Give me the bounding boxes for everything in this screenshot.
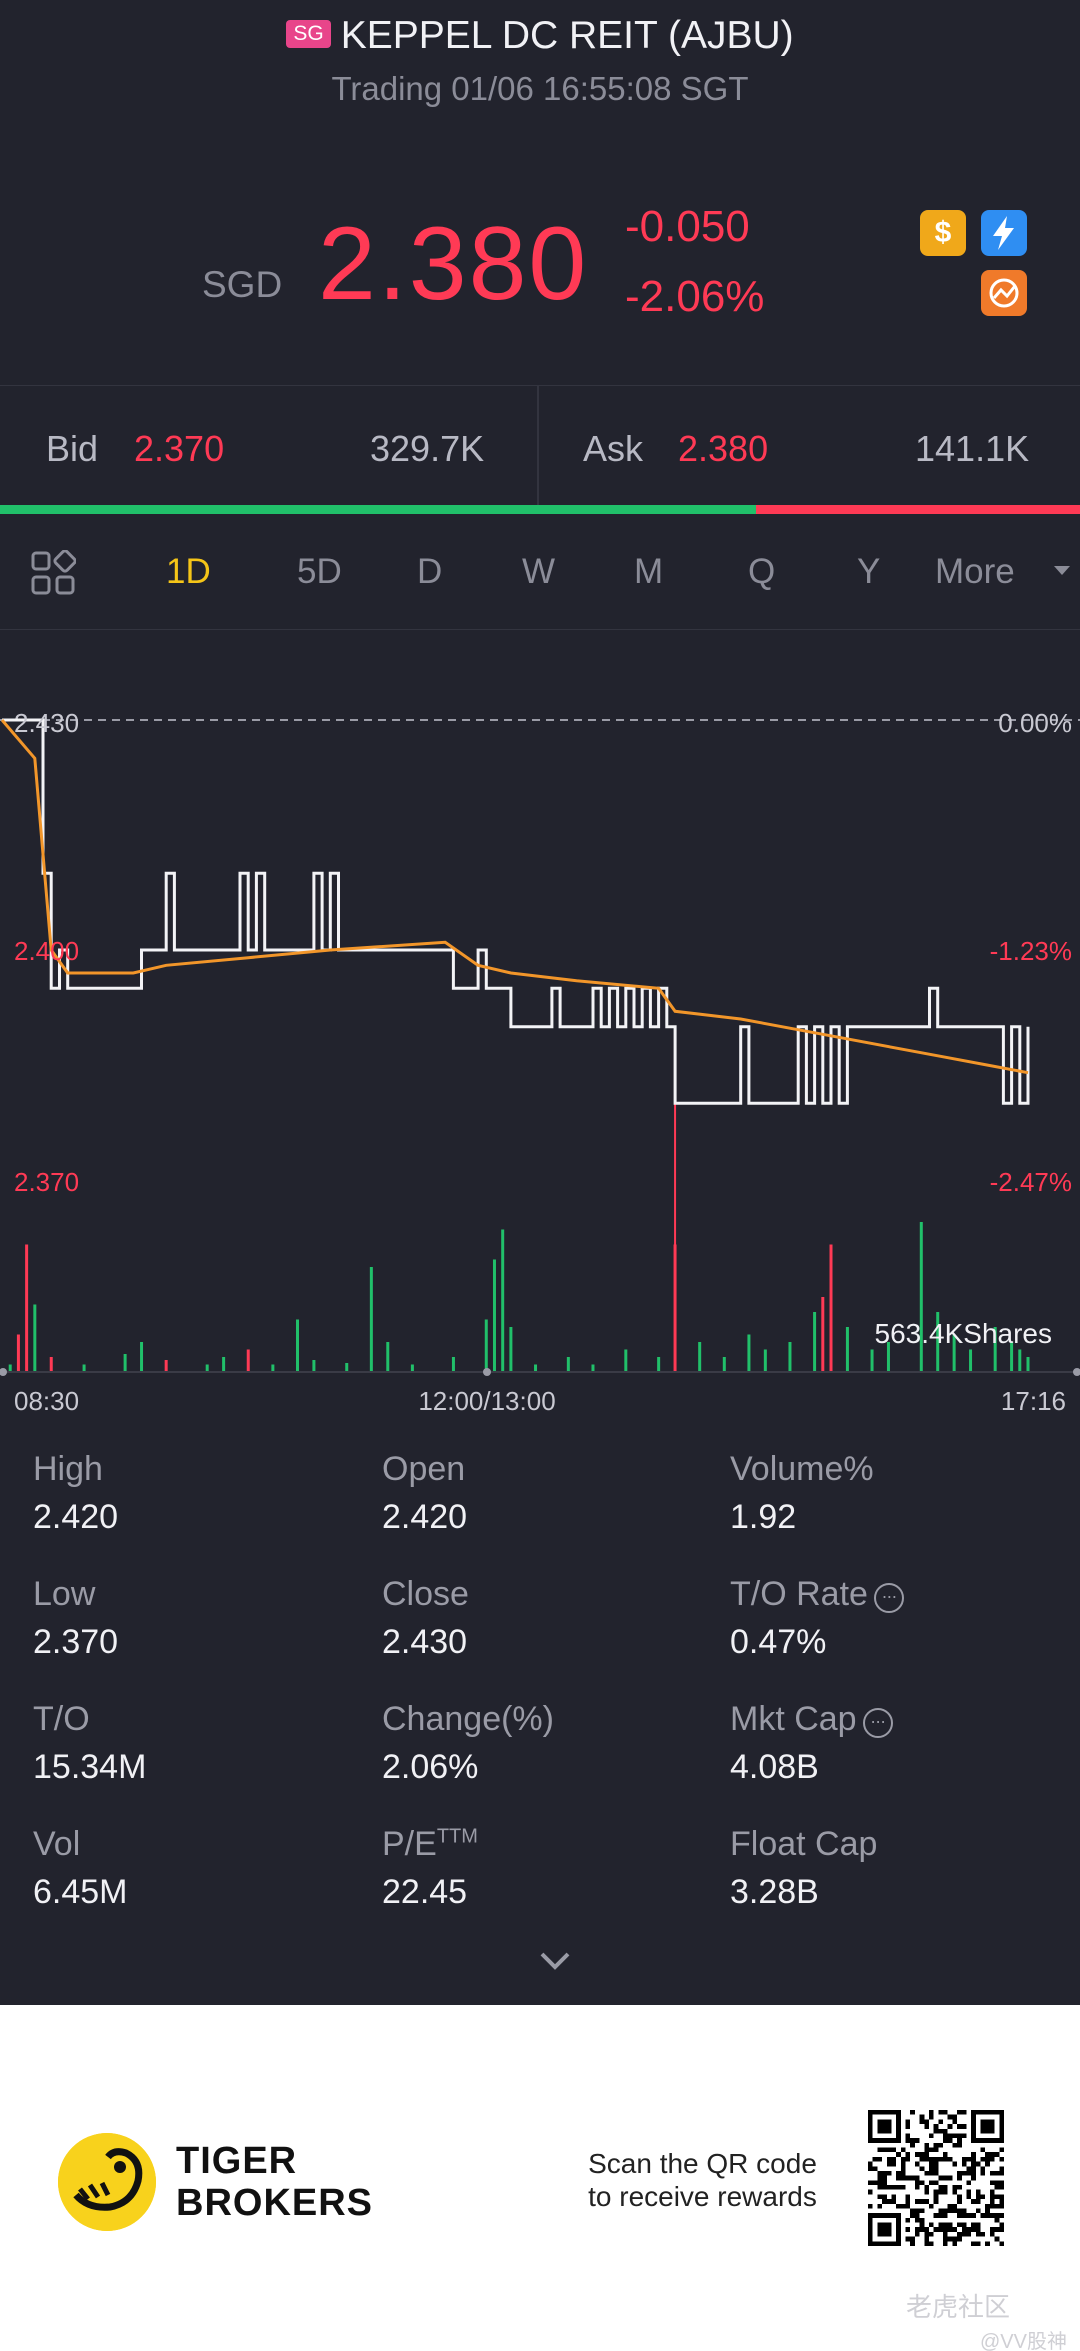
lightning-icon[interactable]	[981, 210, 1027, 256]
expand-chevron-icon[interactable]	[538, 1950, 572, 1977]
quote-header: SG KEPPEL DC REIT (AJBU) Trading 01/06 16…	[0, 0, 1080, 385]
stat-label-open: Open	[382, 1450, 466, 1488]
tab-quarter[interactable]: Q	[748, 552, 776, 591]
x-tick-label: 17:16	[1001, 1386, 1066, 1416]
bid-size: 329.7K	[370, 428, 485, 469]
turnover-rate-label: T/O Rate	[730, 1575, 868, 1613]
stat-label-low: Low	[33, 1575, 96, 1613]
brand-name-line2: BROKERS	[176, 2182, 374, 2224]
ask-size: 141.1K	[915, 428, 1030, 469]
stat-value-low: 2.370	[33, 1623, 119, 1661]
axis-labels: 2.430 2.400 2.370 0.00% -1.23% -2.47% 56…	[14, 708, 1072, 1416]
community-watermark: 老虎社区	[906, 2292, 1011, 2322]
price-line	[2, 718, 1030, 1105]
stat-value-turnover-rate: 0.47%	[730, 1623, 827, 1661]
stat-value-float-cap: 3.28B	[730, 1873, 819, 1911]
stat-label-float-cap: Float Cap	[730, 1825, 878, 1863]
stat-value-volume: 6.45M	[33, 1873, 128, 1911]
y-tick-label: 2.400	[14, 936, 79, 966]
period-tabs: 1D 5D D W M Q Y More	[0, 514, 1080, 630]
promo-text-line1: Scan the QR code	[588, 2148, 817, 2179]
bid-ask-panel: Bid 2.370 329.7K Ask 2.380 141.1K	[0, 385, 1080, 506]
market-cap-label: Mkt Cap	[730, 1700, 857, 1738]
stat-label-change-pct: Change(%)	[382, 1700, 554, 1738]
y-tick-label: 2.430	[14, 708, 79, 738]
watermark-user: @VV股神	[980, 2331, 1067, 2351]
axis-dot	[1073, 1368, 1080, 1376]
ask-label: Ask	[583, 428, 644, 469]
stock-title-row: SG KEPPEL DC REIT (AJBU)	[0, 14, 1080, 58]
axis-dot	[483, 1368, 491, 1376]
qr-code[interactable]	[868, 2110, 1004, 2246]
tab-year[interactable]: Y	[857, 552, 881, 591]
stat-value-close: 2.430	[382, 1623, 468, 1661]
stat-label-close: Close	[382, 1575, 469, 1613]
info-icon[interactable]: ···	[873, 1583, 904, 1613]
x-tick-label: 12:00/13:00	[418, 1386, 555, 1416]
trading-status: Trading 01/06 16:55:08 SGT	[331, 70, 749, 107]
stat-value-change-pct: 2.06%	[382, 1748, 479, 1786]
stat-label-turnover-rate: T/O Rate ···	[730, 1575, 904, 1614]
tab-day[interactable]: D	[417, 552, 443, 591]
stat-label-high: High	[33, 1450, 103, 1488]
axis-dot	[0, 1368, 7, 1376]
tab-5d[interactable]: 5D	[297, 552, 342, 591]
tab-1d[interactable]: 1D	[166, 552, 211, 591]
average-price-line	[0, 719, 1029, 1075]
intraday-chart[interactable]: 2.430 2.400 2.370 0.00% -1.23% -2.47% 56…	[0, 630, 1080, 1420]
ask-ratio-fill	[756, 505, 1080, 514]
last-price: 2.380	[318, 206, 589, 322]
stat-value-turnover: 15.34M	[33, 1748, 147, 1786]
ask-price: 2.380	[678, 428, 769, 469]
promo-footer: TIGER BROKERS Scan the QR code to receiv…	[0, 2005, 1080, 2351]
stat-label-pe: P/ETTM	[382, 1825, 478, 1864]
price-change-percent: -2.06%	[625, 272, 765, 321]
more-dropdown-icon[interactable]	[1052, 564, 1072, 583]
chart-canvas[interactable]: 2.430 2.400 2.370 0.00% -1.23% -2.47% 56…	[0, 630, 1080, 1420]
tab-week[interactable]: W	[522, 552, 556, 591]
x-tick-label: 08:30	[14, 1386, 79, 1416]
bid-label: Bid	[46, 428, 99, 469]
pct-tick-label: -1.23%	[990, 936, 1072, 966]
y-tick-label: 2.370	[14, 1167, 79, 1197]
region-badge: SG	[286, 20, 331, 48]
bid-ask-ratio-bar	[0, 505, 1080, 514]
volume-label: 563.4KShares	[875, 1318, 1052, 1349]
bid-ratio-fill	[0, 505, 756, 514]
stat-value-market-cap: 4.08B	[730, 1748, 819, 1786]
stat-label-turnover: T/O	[33, 1700, 90, 1738]
pct-tick-label: 0.00%	[998, 708, 1072, 738]
stat-value-pe: 22.45	[382, 1873, 468, 1911]
pe-superscript: TTM	[436, 1825, 478, 1848]
currency-label: SGD	[202, 264, 283, 305]
volume-bars	[8, 1103, 1030, 1372]
stat-label-volume: Vol	[33, 1825, 81, 1863]
tiger-logo-icon	[58, 2133, 156, 2231]
promo-text-line2: to receive rewards	[588, 2181, 817, 2212]
bid-price: 2.370	[134, 428, 225, 469]
tab-month[interactable]: M	[634, 552, 664, 591]
tab-more[interactable]: More	[935, 552, 1015, 591]
brand-name-line1: TIGER	[176, 2140, 298, 2182]
stat-value-high: 2.420	[33, 1498, 119, 1536]
price-change: -0.050	[625, 202, 750, 251]
stock-title: KEPPEL DC REIT (AJBU)	[340, 14, 794, 57]
stat-label-volume-pct: Volume%	[730, 1450, 874, 1488]
info-icon[interactable]: ···	[862, 1708, 893, 1738]
bid-ask-divider	[537, 386, 539, 506]
pct-tick-label: -2.47%	[990, 1167, 1072, 1197]
chart-icon[interactable]	[981, 270, 1027, 316]
pe-label: P/E	[382, 1825, 437, 1863]
dollar-icon[interactable]: $	[920, 210, 966, 256]
stat-label-market-cap: Mkt Cap ···	[730, 1700, 893, 1739]
stat-value-open: 2.420	[382, 1498, 468, 1536]
price-lines	[0, 718, 1030, 1105]
grid-layout-icon[interactable]	[30, 549, 77, 601]
stat-value-volume-pct: 1.92	[730, 1498, 797, 1536]
